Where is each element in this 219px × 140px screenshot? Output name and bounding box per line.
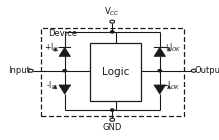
Circle shape — [158, 70, 161, 72]
Text: +I$_{OK}$: +I$_{OK}$ — [163, 41, 182, 54]
Circle shape — [191, 69, 196, 72]
Text: -I$_{IK}$: -I$_{IK}$ — [46, 79, 58, 92]
Polygon shape — [154, 47, 166, 56]
Text: Device: Device — [48, 29, 77, 38]
Circle shape — [111, 31, 114, 33]
Text: GND: GND — [102, 123, 122, 132]
Circle shape — [111, 109, 114, 111]
Bar — [90, 43, 141, 101]
Circle shape — [63, 70, 66, 72]
Text: +I$_{IK}$: +I$_{IK}$ — [44, 41, 60, 54]
Text: Output: Output — [194, 66, 219, 75]
Polygon shape — [154, 85, 166, 94]
Polygon shape — [59, 47, 71, 56]
Text: V$_{CC}$: V$_{CC}$ — [104, 6, 120, 18]
Circle shape — [110, 20, 115, 23]
Bar — [41, 28, 184, 116]
Text: -I$_{OK}$: -I$_{OK}$ — [165, 79, 180, 92]
Text: Logic: Logic — [102, 67, 129, 77]
Circle shape — [110, 118, 115, 121]
Text: Input: Input — [8, 66, 30, 75]
Circle shape — [28, 69, 33, 72]
Polygon shape — [59, 85, 71, 94]
